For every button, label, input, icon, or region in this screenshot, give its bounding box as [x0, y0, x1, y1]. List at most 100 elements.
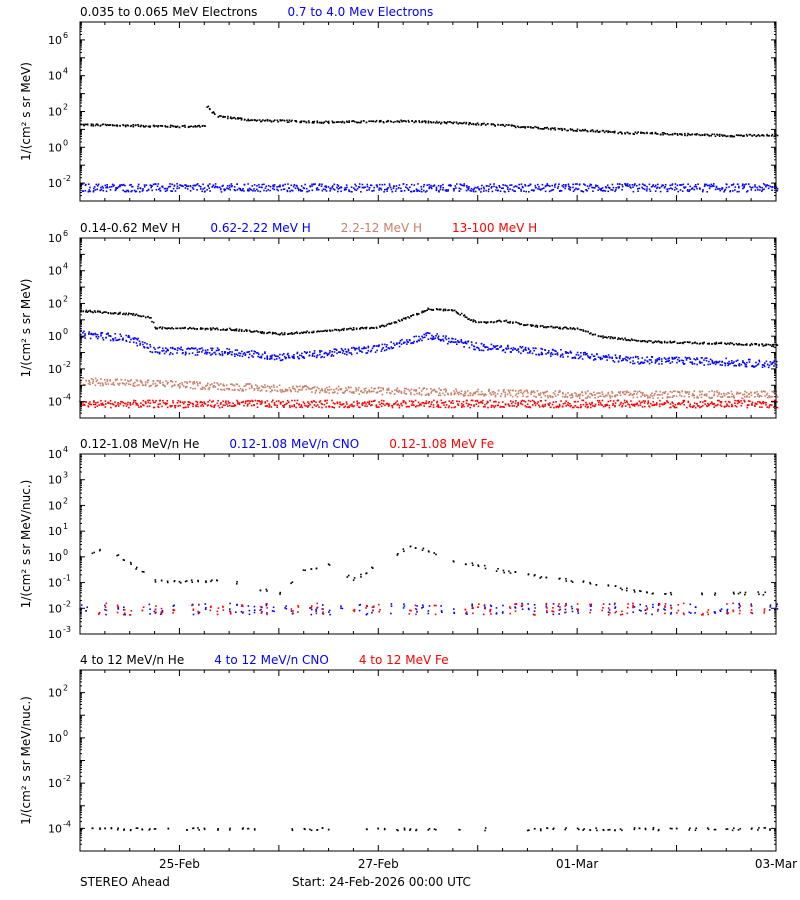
data-point	[254, 399, 257, 402]
data-point	[345, 120, 348, 123]
data-point	[393, 393, 396, 395]
data-point	[462, 122, 464, 125]
data-point	[95, 183, 98, 186]
data-point	[472, 320, 474, 323]
data-point	[293, 357, 295, 360]
data-point	[266, 613, 268, 616]
data-point	[577, 608, 579, 611]
data-point	[84, 123, 87, 126]
data-point	[612, 359, 614, 362]
data-point	[176, 352, 178, 354]
data-point	[110, 406, 112, 409]
series-3-2	[79, 602, 779, 616]
data-point	[501, 187, 503, 190]
data-point	[640, 610, 642, 612]
data-point	[598, 400, 601, 402]
data-point	[80, 329, 82, 332]
data-point	[598, 404, 600, 406]
data-point	[664, 183, 667, 186]
data-point	[212, 184, 215, 186]
data-point	[728, 400, 730, 403]
data-point	[124, 379, 126, 381]
data-point	[223, 188, 225, 190]
data-point	[758, 343, 760, 346]
data-point	[729, 135, 732, 138]
data-point	[558, 190, 561, 192]
data-point	[587, 330, 589, 333]
data-point	[643, 361, 645, 364]
data-point	[206, 106, 208, 108]
data-point	[348, 406, 350, 409]
data-point	[343, 188, 346, 191]
data-point	[239, 387, 242, 390]
data-point	[166, 406, 169, 409]
data-point	[630, 187, 632, 189]
data-point	[176, 125, 179, 128]
data-point	[497, 124, 499, 126]
data-point	[742, 393, 744, 396]
data-point	[640, 391, 642, 394]
data-point	[741, 402, 743, 405]
data-point	[545, 576, 547, 579]
data-point	[324, 188, 327, 191]
data-point	[465, 402, 468, 405]
data-point	[667, 360, 670, 363]
data-point	[473, 405, 475, 407]
data-point	[765, 343, 768, 346]
data-point	[105, 186, 107, 189]
data-point	[616, 399, 619, 402]
data-point	[669, 341, 672, 344]
data-point	[695, 134, 698, 136]
data-point	[774, 399, 776, 402]
data-point	[714, 404, 717, 407]
data-point	[192, 383, 194, 385]
data-point	[318, 387, 320, 390]
data-point	[502, 406, 504, 408]
data-point	[554, 349, 556, 352]
data-point	[437, 122, 439, 124]
data-point	[371, 404, 373, 406]
data-point	[741, 135, 744, 137]
data-point	[710, 401, 713, 403]
data-point	[711, 133, 713, 136]
data-point	[603, 356, 606, 358]
data-point	[201, 351, 203, 353]
data-point	[754, 189, 757, 192]
data-point	[221, 354, 224, 357]
data-point	[298, 332, 301, 335]
data-point	[439, 186, 442, 189]
y-tick-label: 10	[48, 34, 62, 47]
data-point	[116, 611, 119, 614]
data-point	[412, 314, 414, 316]
data-point	[107, 402, 109, 404]
data-point	[326, 386, 328, 389]
data-point	[407, 341, 409, 343]
data-point	[232, 117, 234, 119]
data-point	[526, 324, 529, 326]
data-point	[189, 402, 192, 404]
data-point	[562, 356, 564, 358]
data-point	[442, 189, 444, 191]
data-point	[757, 189, 759, 191]
data-point	[493, 401, 495, 403]
data-point	[776, 187, 779, 190]
data-point	[641, 406, 644, 408]
data-point	[108, 124, 110, 126]
data-point	[671, 188, 674, 190]
data-point	[166, 402, 168, 405]
data-point	[765, 360, 768, 363]
data-point	[703, 364, 705, 366]
data-point	[636, 396, 639, 399]
data-point	[262, 119, 264, 121]
data-point	[607, 391, 610, 394]
data-point	[266, 357, 268, 359]
data-point	[283, 355, 286, 358]
data-point	[668, 357, 670, 359]
data-point	[711, 362, 714, 364]
data-point	[261, 611, 263, 613]
data-point	[245, 383, 248, 385]
data-point	[749, 358, 751, 361]
data-point	[396, 120, 398, 123]
data-point	[480, 187, 483, 190]
data-point	[304, 569, 306, 572]
